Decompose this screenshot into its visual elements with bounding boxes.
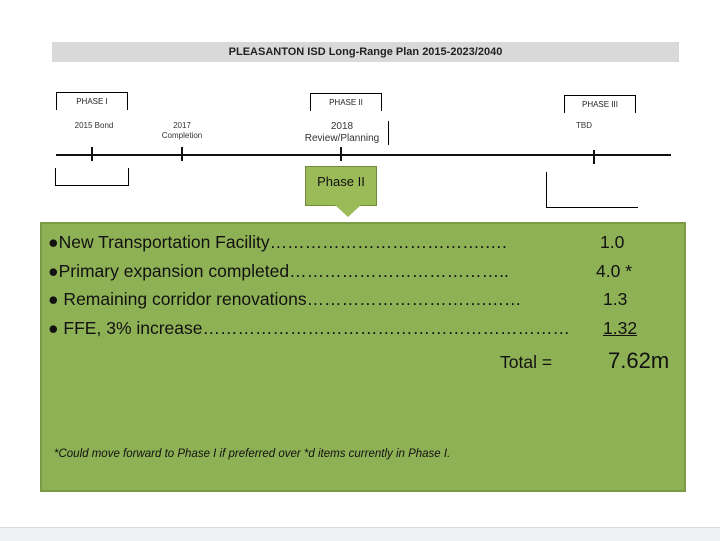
- milestone-2017-completion: 2017 Completion: [161, 121, 203, 140]
- milestone-2018-review: 2018 Review/Planning: [296, 121, 389, 145]
- item-3-value: 1.3: [603, 289, 628, 309]
- milestone-2015-bond: 2015 Bond: [74, 121, 114, 130]
- timeline-axis: [56, 154, 671, 156]
- timeline-tick-2015: [91, 147, 93, 161]
- phase-2-items-panel: ●New Transportation Facility…………………………………: [40, 222, 686, 492]
- phase-2-label: PHASE II: [310, 93, 382, 111]
- item-2-text: ●Primary expansion completed…………………………………: [48, 261, 509, 281]
- plan-title: PLEASANTON ISD Long-Range Plan 2015-2023…: [52, 42, 679, 62]
- milestone-tbd: TBD: [576, 121, 592, 130]
- phase-3-label: PHASE III: [564, 95, 636, 113]
- total-value: 7.62m: [608, 348, 670, 373]
- phase-1-label: PHASE I: [56, 92, 128, 110]
- item-4-value: 1.32: [603, 318, 638, 338]
- phase-3-bracket: [546, 172, 638, 208]
- callout-pointer: [335, 205, 361, 217]
- timeline-tick-tbd: [593, 150, 595, 164]
- timeline-tick-2018: [340, 147, 342, 161]
- window-bottom-bar: [0, 527, 720, 541]
- item-4-text: ● FFE, 3% increase………………………………………………………: [48, 318, 571, 338]
- item-2-value: 4.0 *: [596, 261, 632, 281]
- item-1-value: 1.0: [600, 232, 625, 252]
- total-label: Total =: [500, 352, 553, 372]
- item-3-text: ● Remaining corridor renovations………………………: [48, 289, 522, 309]
- timeline-tick-2017: [181, 147, 183, 161]
- item-1-text: ●New Transportation Facility…………………………………: [48, 232, 507, 252]
- phase-2-callout: Phase II: [305, 166, 377, 206]
- phase-1-bracket: [55, 168, 129, 186]
- footnote: *Could move forward to Phase I if prefer…: [54, 448, 451, 460]
